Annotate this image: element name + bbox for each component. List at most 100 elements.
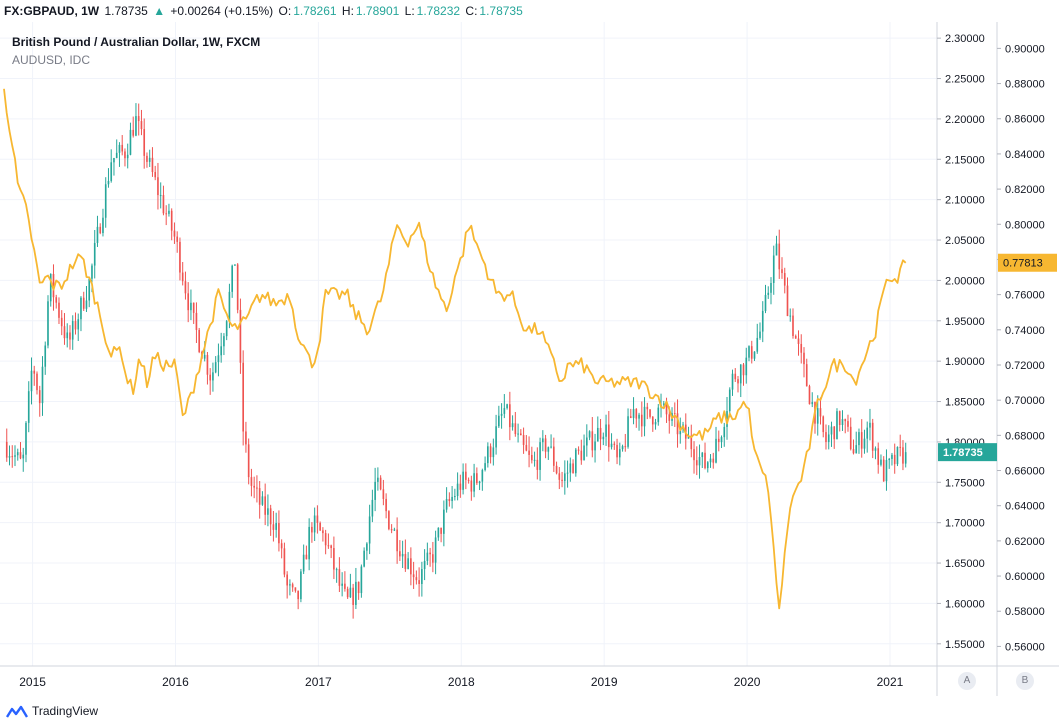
candle-body bbox=[33, 370, 36, 374]
candle-body bbox=[113, 157, 115, 163]
candle-body bbox=[239, 309, 242, 363]
candle-body bbox=[181, 272, 184, 282]
candle-body bbox=[91, 265, 93, 279]
overlay-scale-button[interactable]: B bbox=[1016, 672, 1034, 690]
candle-body bbox=[82, 297, 85, 309]
gbpaud-tick-label: 2.10000 bbox=[945, 195, 985, 207]
candle-body bbox=[47, 301, 49, 346]
candle-body bbox=[280, 543, 283, 549]
candle-body bbox=[212, 372, 214, 381]
gbpaud-tick-label: 2.15000 bbox=[945, 154, 985, 166]
candle-body bbox=[877, 448, 880, 465]
candle-body bbox=[11, 456, 14, 458]
candle-body bbox=[555, 465, 558, 474]
candle-body bbox=[49, 274, 52, 302]
gbpaud-tick-label: 1.85000 bbox=[945, 397, 985, 409]
candle-body bbox=[896, 446, 899, 465]
candle-body bbox=[550, 446, 552, 448]
candle-body bbox=[789, 315, 792, 317]
candle-body bbox=[539, 442, 541, 470]
candle-body bbox=[8, 456, 11, 458]
candle-body bbox=[607, 424, 610, 448]
candle-body bbox=[396, 529, 398, 552]
gbpaud-tick-label: 2.30000 bbox=[945, 33, 985, 45]
candle-body bbox=[335, 569, 338, 571]
chart-legend-overlay: AUDUSD, IDC bbox=[12, 53, 90, 67]
chart-legend-main: British Pound / Australian Dollar, 1W, F… bbox=[12, 35, 260, 49]
candle-body bbox=[863, 438, 866, 449]
candle-body bbox=[346, 588, 349, 598]
candle-body bbox=[720, 437, 723, 443]
candle-body bbox=[759, 331, 761, 338]
candle-body bbox=[371, 499, 374, 517]
candle-body bbox=[858, 432, 860, 446]
candle-body bbox=[236, 264, 239, 310]
candle-body bbox=[85, 300, 88, 309]
audusd-tick-label: 0.72000 bbox=[1005, 360, 1045, 372]
candle-body bbox=[874, 448, 877, 451]
candle-body bbox=[300, 571, 302, 600]
candle-body bbox=[624, 446, 627, 448]
candle-body bbox=[728, 389, 731, 412]
audusd-price-axis[interactable]: 0.90000 0.88000 0.86000 0.84000 0.82000 0.800… bbox=[997, 43, 1045, 653]
candle-body bbox=[476, 473, 478, 484]
candle-body bbox=[687, 435, 690, 439]
audusd-tick-label: 0.88000 bbox=[1005, 79, 1045, 91]
candle-body bbox=[673, 413, 676, 415]
candle-body bbox=[462, 471, 464, 490]
audusd-tick-label: 0.82000 bbox=[1005, 184, 1045, 196]
candle-body bbox=[717, 438, 720, 443]
candle-body bbox=[327, 545, 330, 547]
symbol-label[interactable]: FX:GBPAUD, 1W bbox=[4, 4, 100, 18]
candle-body bbox=[602, 436, 605, 440]
candle-body bbox=[195, 312, 198, 330]
candle-body bbox=[627, 416, 629, 447]
candle-body bbox=[399, 551, 401, 557]
candle-body bbox=[533, 459, 536, 461]
candle-body bbox=[71, 321, 74, 340]
candle-body bbox=[473, 473, 475, 492]
candle-body bbox=[902, 447, 904, 464]
candle-body bbox=[110, 162, 113, 181]
candle-body bbox=[143, 129, 146, 156]
candle-body bbox=[522, 435, 525, 445]
candle-body bbox=[778, 243, 781, 270]
candle-body bbox=[341, 583, 343, 586]
candle-body bbox=[170, 210, 173, 231]
time-axis[interactable]: 2015 2016 2017 2018 2019 2020 2021 bbox=[19, 675, 903, 689]
chart-canvas[interactable]: 2.30000 2.25000 2.20000 2.15000 2.10000 2.050… bbox=[0, 0, 1059, 700]
time-tick-label: 2016 bbox=[162, 675, 189, 689]
candle-body bbox=[308, 526, 310, 560]
candle-body bbox=[140, 121, 143, 130]
candle-body bbox=[781, 269, 783, 274]
tradingview-logo[interactable]: TradingView bbox=[6, 700, 98, 723]
candle-body bbox=[511, 423, 514, 428]
candle-body bbox=[509, 404, 511, 428]
candle-body bbox=[22, 454, 25, 459]
candle-body bbox=[99, 226, 102, 234]
candle-body bbox=[41, 366, 44, 404]
gbpaud-tick-label: 1.70000 bbox=[945, 518, 985, 530]
candle-body bbox=[74, 321, 77, 330]
candle-body bbox=[651, 416, 654, 425]
candle-body bbox=[220, 346, 223, 356]
candle-body bbox=[836, 411, 838, 440]
candle-body bbox=[558, 473, 561, 480]
candle-body bbox=[536, 459, 539, 470]
candle-body bbox=[291, 584, 294, 588]
auto-scale-button[interactable]: A bbox=[958, 672, 976, 690]
candle-body bbox=[198, 329, 201, 352]
candle-body bbox=[319, 522, 321, 531]
time-tick-label: 2018 bbox=[448, 675, 475, 689]
candle-body bbox=[393, 529, 396, 531]
candle-body bbox=[542, 438, 544, 443]
candle-body bbox=[228, 291, 231, 322]
candle-body bbox=[690, 435, 693, 450]
time-tick-label: 2015 bbox=[19, 675, 46, 689]
candle-body bbox=[27, 391, 30, 423]
candle-body bbox=[245, 431, 247, 445]
candle-body bbox=[616, 444, 618, 458]
close-value: 1.78735 bbox=[479, 4, 523, 18]
candle-body bbox=[563, 473, 566, 481]
candle-body bbox=[234, 264, 236, 266]
